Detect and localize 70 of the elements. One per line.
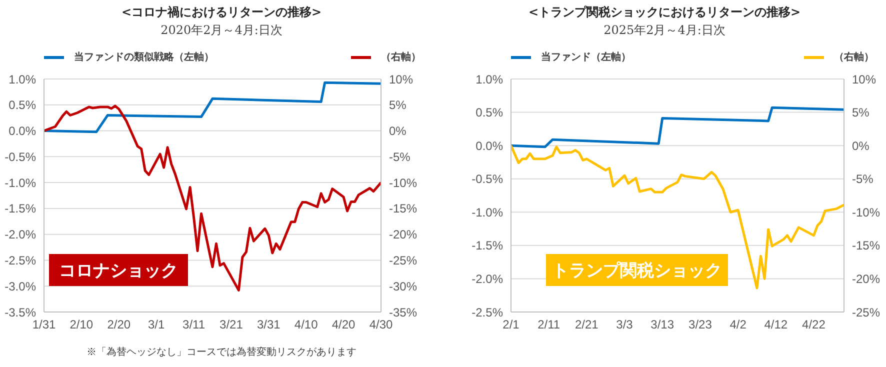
x-tick-label: 4/20 (332, 318, 356, 332)
chart-subtitle: 2020年2月～4月:日次 (160, 22, 284, 39)
y-tick-label: -2.5% (472, 305, 504, 320)
legend-label: 当ファンド（左軸） (541, 50, 631, 64)
y-tick-label: 1.0% (8, 72, 36, 86)
y-tick-label: -3.5% (4, 305, 36, 320)
chart-title: <コロナ禍におけるリターンの推移> (120, 4, 323, 21)
annotation: トランプ関税ショック (546, 254, 728, 286)
y2-tick-label: -10% (389, 176, 418, 190)
y2-tick-label: 5% (852, 106, 870, 120)
line-series (511, 144, 844, 290)
y2-tick-label: 0% (389, 124, 407, 138)
x-tick-label: 3/13 (650, 318, 674, 332)
x-tick-label: 1/31 (32, 318, 56, 332)
y2-tick-label: -5% (852, 172, 874, 186)
y2-tick-label: -20% (852, 272, 880, 286)
y-tick-label: -2.0% (472, 272, 504, 286)
y2-tick-label: 0% (852, 138, 870, 153)
x-tick-label: 3/1 (148, 318, 165, 332)
y2-tick-label: -25% (852, 305, 880, 320)
y2-tick-label: 5% (389, 98, 407, 112)
x-tick-label: 3/3 (616, 318, 634, 332)
y2-tick-label: -15% (852, 238, 880, 253)
chart-subtitle: 2025年2月～4月:日次 (602, 22, 726, 39)
y-tick-label: -1.0% (4, 176, 36, 190)
y-tick-label: 0.5% (8, 98, 36, 112)
y2-tick-label: -20% (389, 228, 418, 242)
annotation: コロナショック (49, 254, 188, 286)
x-tick-label: 2/11 (538, 318, 560, 332)
x-tick-label: 2/21 (575, 318, 599, 332)
y-tick-label: -2.5% (4, 253, 36, 268)
y-tick-label: -1.0% (472, 205, 504, 220)
x-tick-label: 3/23 (688, 318, 712, 332)
y-tick-label: 0.5% (476, 106, 504, 120)
y-tick-label: -0.5% (4, 150, 36, 164)
y-tick-label: -1.5% (4, 202, 36, 216)
x-tick-label: 2/20 (107, 318, 131, 332)
line-series (511, 106, 844, 148)
x-tick-label: 3/21 (220, 318, 244, 332)
chart-title: <トランプ関税ショックにおけるリターンの推移> (527, 4, 802, 21)
y-tick-label: 0.0% (8, 124, 36, 138)
y2-tick-label: -10% (852, 205, 880, 220)
y2-tick-label: -30% (389, 279, 418, 294)
text: ※「為替ヘッジなし」コースでは為替変動リスクがあります (86, 346, 358, 359)
y-tick-label: 1.0% (476, 72, 504, 86)
x-tick-label: 2/10 (70, 318, 94, 332)
x-tick-label: 4/30 (369, 318, 393, 332)
y2-tick-label: 10% (852, 72, 876, 86)
x-tick-label: 4/10 (294, 318, 318, 332)
y-tick-label: -2.0% (4, 228, 36, 242)
y2-tick-label: -35% (389, 305, 418, 320)
y2-tick-label: -15% (389, 202, 418, 216)
x-tick-label: 3/31 (256, 318, 281, 332)
x-tick-label: 3/11 (182, 318, 206, 332)
legend-label: （右軸） (381, 50, 421, 64)
x-tick-label: 4/2 (730, 318, 747, 332)
legend-label: （右軸） (834, 50, 874, 64)
y2-tick-label: 10% (389, 72, 414, 86)
x-tick-label: 4/22 (802, 318, 826, 332)
y2-tick-label: -5% (389, 150, 411, 164)
x-tick-label: 4/12 (764, 318, 788, 332)
line-series (44, 81, 381, 134)
y-tick-label: -1.5% (472, 238, 504, 253)
line-series (44, 104, 381, 292)
x-tick-label: 2/1 (502, 318, 520, 332)
y2-tick-label: -25% (389, 253, 418, 268)
y-tick-label: -0.5% (472, 172, 504, 186)
y-tick-label: -3.0% (4, 279, 36, 294)
legend-label: 当ファンドの類似戦略（左軸） (74, 50, 214, 64)
y-tick-label: 0.0% (476, 138, 504, 153)
